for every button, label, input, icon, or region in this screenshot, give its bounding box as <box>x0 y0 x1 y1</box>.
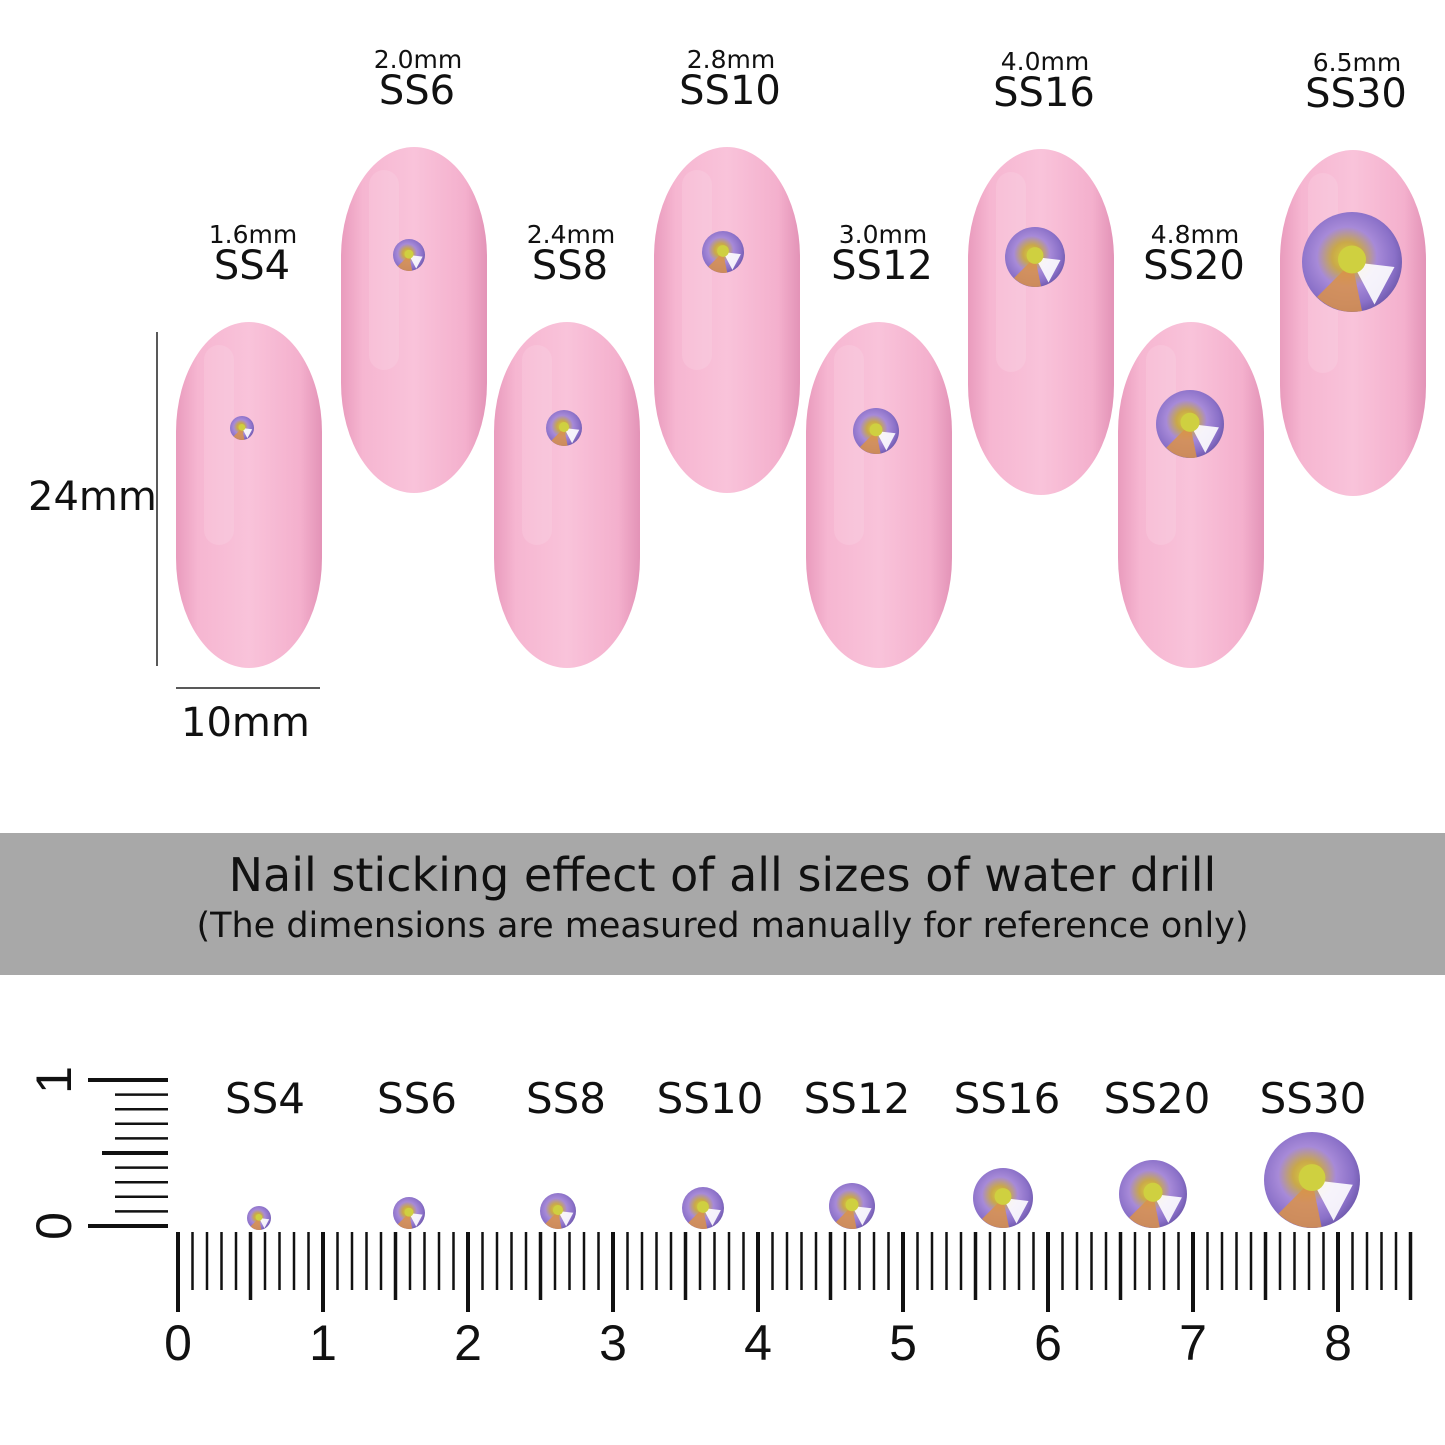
rhinestone <box>973 1168 1033 1228</box>
nail <box>1280 150 1426 496</box>
banner-subtitle: (The dimensions are measured manually fo… <box>196 906 1249 946</box>
size-mm-label: 2.4mm <box>526 220 616 249</box>
size-ss-label: SS20 <box>1143 243 1245 289</box>
height-dimension: 24mm <box>28 474 157 520</box>
ruler-number: 6 <box>1034 1315 1062 1371</box>
nail <box>968 149 1114 495</box>
ruler-number: 4 <box>744 1315 772 1371</box>
ruler-size-label: SS30 <box>1259 1074 1367 1123</box>
rhinestone <box>247 1206 271 1230</box>
rhinestone <box>1119 1160 1187 1228</box>
rhinestone <box>540 1193 576 1229</box>
ruler-size-label: SS20 <box>1103 1074 1211 1123</box>
banner-title: Nail sticking effect of all sizes of wat… <box>228 848 1217 902</box>
ruler-number: 0 <box>164 1315 192 1371</box>
nail <box>494 322 640 668</box>
ruler-number: 8 <box>1324 1315 1352 1371</box>
ruler-size-label: SS4 <box>224 1074 306 1123</box>
ruler-size-label: SS16 <box>953 1074 1061 1123</box>
nail <box>654 147 800 493</box>
size-ss-label: SS6 <box>378 68 456 114</box>
size-ss-label: SS30 <box>1305 71 1407 117</box>
rhinestone <box>682 1187 724 1229</box>
nail <box>176 322 322 668</box>
size-ss-label: SS8 <box>531 243 609 289</box>
ruler-number: 1 <box>309 1315 337 1371</box>
size-mm-label: 6.5mm <box>1312 48 1402 77</box>
ruler-size-label: SS10 <box>656 1074 764 1123</box>
banner <box>0 833 1445 975</box>
rhinestone <box>702 231 744 273</box>
ruler-number: 7 <box>1179 1315 1207 1371</box>
size-ss-label: SS4 <box>213 243 291 289</box>
nail <box>806 322 952 668</box>
size-mm-label: 1.6mm <box>208 220 298 249</box>
size-ss-label: SS16 <box>993 70 1095 116</box>
rhinestone <box>1264 1132 1360 1228</box>
ruler-number: 3 <box>599 1315 627 1371</box>
size-mm-label: 2.8mm <box>686 45 776 74</box>
size-ss-label: SS12 <box>831 243 933 289</box>
rhinestone <box>829 1183 875 1229</box>
ruler-size-label: SS6 <box>376 1074 458 1123</box>
size-mm-label: 2.0mm <box>373 45 463 74</box>
rhinestone <box>1156 390 1224 458</box>
rhinestone <box>393 239 425 271</box>
rhinestone <box>393 1197 425 1229</box>
rhinestone <box>853 408 899 454</box>
rhinestone <box>546 410 582 446</box>
ruler-size-label: SS12 <box>803 1074 911 1123</box>
nail <box>1118 322 1264 668</box>
ruler-number: 2 <box>454 1315 482 1371</box>
nail <box>341 147 487 493</box>
ruler-number: 5 <box>889 1315 917 1371</box>
size-ss-label: SS10 <box>679 68 781 114</box>
vertical-ruler-number: 0 <box>25 1212 82 1240</box>
rhinestone <box>230 416 254 440</box>
size-mm-label: 3.0mm <box>838 220 928 249</box>
rhinestone <box>1005 227 1065 287</box>
size-mm-label: 4.8mm <box>1150 220 1240 249</box>
ruler-size-label: SS8 <box>525 1074 607 1123</box>
size-mm-label: 4.0mm <box>1000 47 1090 76</box>
rhinestone <box>1302 212 1402 312</box>
vertical-ruler-number: 1 <box>25 1066 82 1094</box>
width-dimension: 10mm <box>181 700 310 746</box>
